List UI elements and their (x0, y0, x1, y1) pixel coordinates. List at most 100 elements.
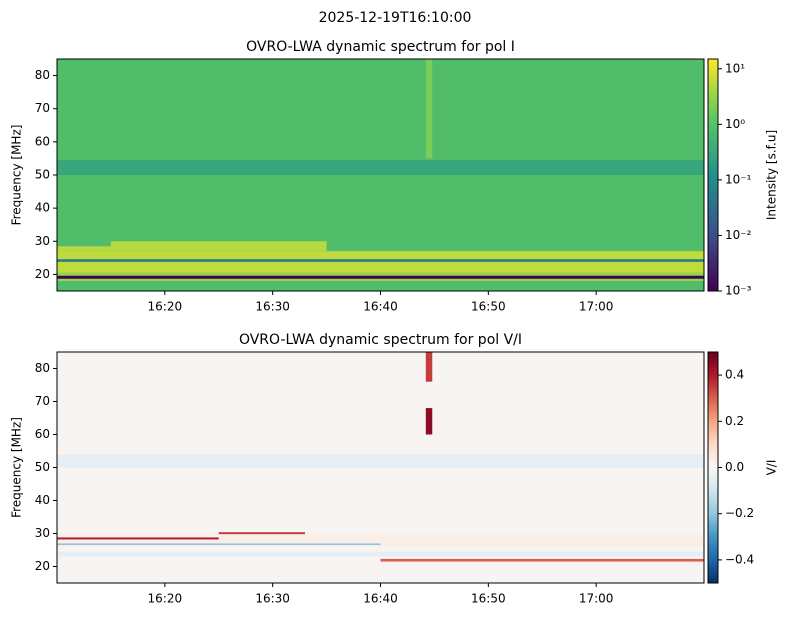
x-tick-label: 16:50 (471, 592, 506, 606)
y-tick-label: 80 (35, 361, 50, 375)
colorbar-step (708, 509, 718, 512)
colorbar-step (708, 476, 718, 480)
colorbar-step (708, 432, 718, 436)
colorbar-step (708, 161, 718, 164)
colorbar-step (708, 249, 718, 253)
colorbar-step (708, 175, 718, 178)
colorbar-step (708, 559, 718, 563)
colorbar-step (708, 65, 718, 69)
colorbar-step (708, 370, 718, 374)
colorbar-step (708, 130, 718, 134)
x-tick-label: 16:30 (255, 592, 290, 606)
x-tick-label: 16:50 (471, 300, 506, 314)
x-tick-label: 16:20 (148, 592, 183, 606)
y-tick-label: 20 (35, 267, 50, 281)
colorbar-step (708, 279, 718, 283)
colorbar-step (708, 107, 718, 111)
colorbar-step (708, 184, 718, 188)
colorbar-step (708, 358, 718, 362)
colorbar-step (708, 418, 718, 422)
colorbar-step (708, 117, 718, 120)
colorbar-step (708, 412, 718, 415)
colorbar-step (708, 534, 718, 538)
colorbar-step (708, 430, 718, 434)
colorbar-step (708, 142, 718, 146)
heatmap-cell (218, 532, 306, 535)
heatmap-cell (425, 352, 433, 382)
heatmap-cell (57, 275, 704, 279)
colorbar-step (708, 483, 718, 487)
colorbar-step (708, 453, 718, 457)
colorbar-step (708, 580, 718, 584)
colorbar-step (708, 499, 718, 503)
colorbar-step (708, 543, 718, 547)
colorbar-step (708, 256, 718, 260)
colorbar-step (708, 527, 718, 531)
colorbar-step (708, 70, 718, 74)
y-tick-label: 60 (35, 134, 50, 148)
colorbar-step (708, 212, 718, 215)
x-tick-label: 17:00 (579, 592, 614, 606)
colorbar-step (708, 112, 718, 116)
colorbar-step (708, 361, 718, 365)
colorbar-step (708, 435, 718, 438)
colorbar-step (708, 270, 718, 273)
y-tick-label: 30 (35, 526, 50, 540)
colorbar-step (708, 258, 718, 262)
heatmap-cell (57, 246, 111, 252)
colorbar-step (708, 467, 718, 471)
colorbar-step (708, 165, 718, 169)
colorbar-step (708, 191, 718, 195)
colorbar-step (708, 230, 718, 234)
heatmap-cell (57, 454, 704, 468)
colorbar-step (708, 562, 718, 566)
colorbar-step (708, 244, 718, 248)
colorbar-step (708, 274, 718, 278)
colorbar-step (708, 93, 718, 97)
y-tick-label: 60 (35, 427, 50, 441)
colorbar-step (708, 384, 718, 388)
x-tick-label: 16:20 (148, 300, 183, 314)
colorbar-frame (707, 58, 719, 292)
chart-title: OVRO-LWA dynamic spectrum for pol V/I (239, 332, 522, 348)
colorbar-step (708, 200, 718, 204)
colorbar-step (708, 100, 718, 104)
colorbar-step (708, 368, 718, 371)
colorbar-step (708, 407, 718, 411)
colorbar-step (708, 119, 718, 123)
colorbar-step (708, 578, 718, 582)
x-tick-label: 16:40 (363, 300, 398, 314)
colorbar-step (708, 488, 718, 492)
colorbar-step (708, 121, 718, 125)
colorbar-tick-label: 10⁻³ (725, 284, 752, 298)
heatmap-cell (57, 160, 704, 175)
heatmap-cell (425, 59, 433, 159)
heatmap-cell (57, 543, 381, 546)
colorbar-step (708, 469, 718, 473)
colorbar-step (708, 363, 718, 367)
colorbar-step (708, 193, 718, 197)
colorbar-step (708, 490, 718, 494)
colorbar-step (708, 576, 718, 579)
colorbar-step (708, 497, 718, 501)
colorbar-step (708, 472, 718, 475)
colorbar-step (708, 128, 718, 132)
colorbar-step (708, 154, 718, 157)
colorbar-step (708, 573, 718, 577)
colorbar-step (708, 207, 718, 211)
colorbar-step (708, 539, 718, 542)
y-tick-label: 80 (35, 68, 50, 82)
colorbar-step (708, 110, 718, 113)
colorbar-step (708, 485, 718, 489)
x-tick-label: 16:40 (363, 592, 398, 606)
colorbar-step (708, 89, 718, 92)
colorbar-step (708, 226, 718, 229)
colorbar-step (708, 205, 718, 208)
colorbar-step (708, 506, 718, 510)
heatmap-cell (110, 241, 327, 252)
colorbar-step (708, 144, 718, 148)
colorbar-step (708, 566, 718, 570)
colorbar-step (708, 61, 718, 65)
colorbar-step (708, 265, 718, 269)
y-tick-label: 50 (35, 460, 50, 474)
